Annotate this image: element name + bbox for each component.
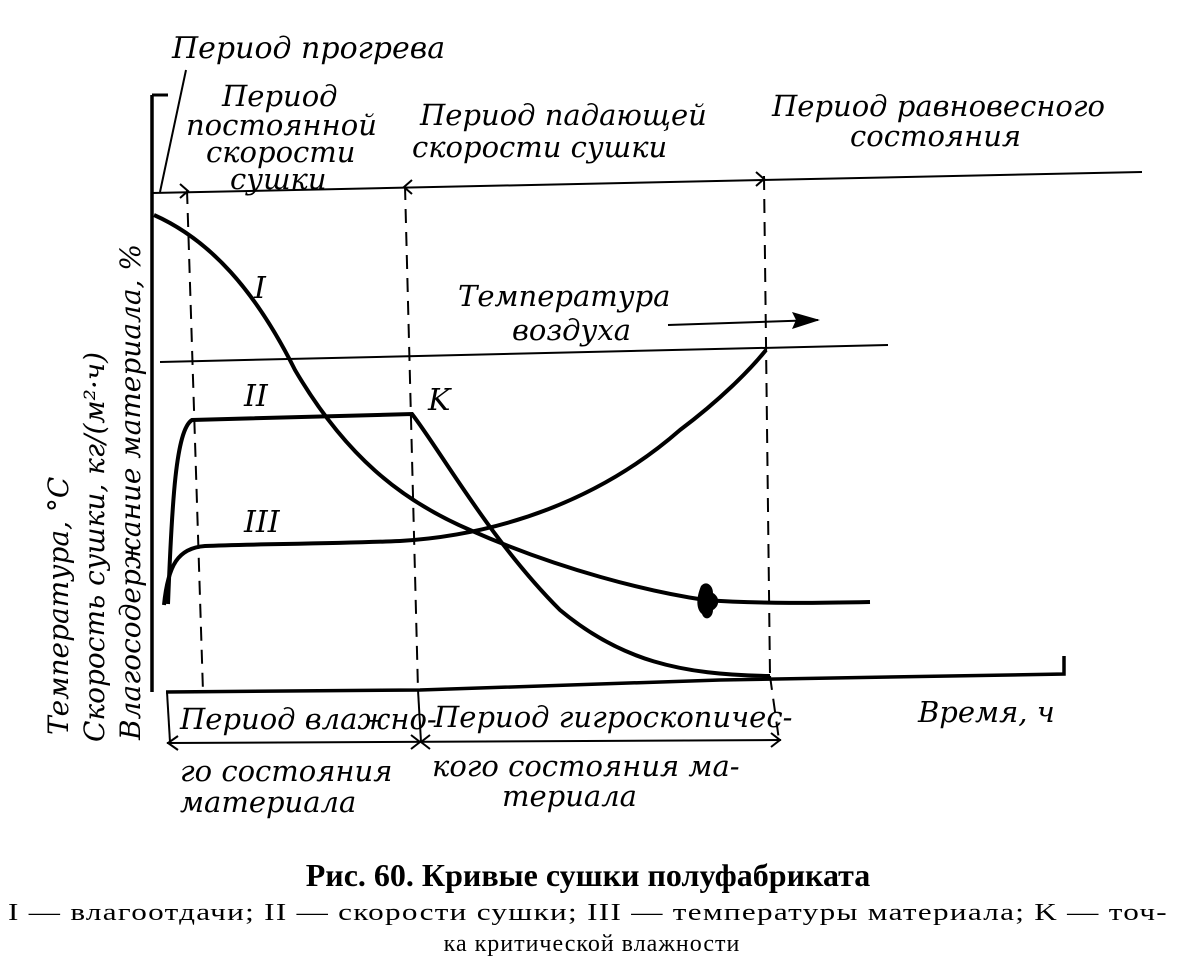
equilibrium-line-1: Период равновесного: [771, 89, 1105, 123]
arrow-tick-2: [402, 179, 413, 195]
constant-rate-line-4: сушки: [230, 162, 327, 196]
curve-label-II: II: [243, 379, 269, 414]
arrow-tick-1: [179, 183, 190, 199]
divider-equilibrium: [763, 175, 771, 677]
y-label-drying-rate: Скорость сушки, кг/(м²·ч): [78, 352, 111, 742]
label-falling-rate-period: Период падающей скорости сушки: [412, 98, 707, 164]
equilibrium-line-2: состояния: [850, 119, 1021, 153]
arrow-tick-3: [755, 171, 766, 187]
label-wet-state-period: Период влажно- го состояния материала: [179, 702, 437, 819]
label-air-temperature: Температура воздуха: [458, 279, 670, 347]
x-axis-label: Время, ч: [917, 695, 1055, 729]
label-constant-rate-period: Период постоянной скорости сушки: [186, 79, 377, 196]
constant-rate-line-2: постоянной: [186, 108, 377, 142]
hygroscopic-line-2: кого состояния ма-: [432, 749, 740, 783]
y-label-moisture-content: Влагосодержание материала, %: [114, 244, 147, 741]
caption-line-2: ка критической влажности: [444, 931, 741, 957]
label-heating-period: Период прогрева: [171, 31, 445, 66]
air-temperature-arrowhead: [792, 312, 820, 329]
divider-hygroscopic-end: [769, 675, 780, 741]
ink-blot: [697, 583, 719, 619]
divider-critical-point: [404, 185, 419, 691]
divider-bottom-mid: [417, 689, 422, 743]
air-temperature-line-1: Температура: [458, 279, 670, 313]
bottom-arrow-head-mid-r: [419, 734, 431, 750]
bottom-period-line: [166, 732, 782, 751]
period-dividers: [159, 69, 780, 743]
wet-state-line-1: Период влажно-: [179, 702, 437, 736]
wet-state-line-2: го состояния: [180, 754, 392, 788]
caption-line-1: I — влагоотдачи; II — скорости сушки; II…: [8, 900, 1168, 926]
curve-III-material-temperature: [162, 348, 768, 606]
label-hygroscopic-state-period: Период гигроскопичес- кого состояния ма-…: [432, 700, 792, 813]
label-equilibrium-period: Период равновесного состояния: [771, 89, 1105, 153]
curve-label-III: III: [243, 505, 281, 540]
divider-constant-start: [186, 189, 204, 693]
bottom-arrow-line: [166, 739, 782, 744]
curve-label-I: I: [253, 271, 267, 306]
bottom-arrow-head-left: [166, 735, 179, 751]
caption-title: Рис. 60. Кривые сушки полуфабриката: [306, 857, 871, 893]
hygroscopic-line-1: Период гигроскопичес-: [433, 700, 792, 734]
falling-rate-line-2: скорости сушки: [412, 130, 667, 164]
falling-rate-line-1: Период падающей: [419, 98, 707, 132]
curve-I-moisture-loss: [153, 213, 871, 605]
constant-rate-line-1: Период: [221, 79, 338, 113]
divider-wet-state: [166, 691, 171, 743]
air-temperature-arrow: [667, 319, 819, 326]
air-temperature-line: [159, 344, 889, 363]
heating-period-slash: [159, 69, 187, 193]
curve-II-drying-rate: [166, 411, 771, 678]
period-boundary-line: [151, 171, 1143, 194]
hygroscopic-line-3: териала: [502, 779, 637, 813]
figure-caption: Рис. 60. Кривые сушки полуфабриката I — …: [8, 857, 1168, 957]
y-label-temperature: Температура, °С: [42, 477, 75, 735]
x-axis: [165, 656, 1066, 694]
air-temperature-line-2: воздуха: [512, 313, 631, 347]
bottom-arrow-head-right: [770, 732, 782, 748]
wet-state-line-3: материала: [180, 785, 356, 819]
constant-rate-line-3: скорости: [206, 135, 355, 169]
y-axis-labels: Температура, °С Скорость сушки, кг/(м²·ч…: [42, 244, 147, 742]
axes: [150, 93, 1066, 694]
critical-point-label-K: K: [427, 383, 452, 418]
